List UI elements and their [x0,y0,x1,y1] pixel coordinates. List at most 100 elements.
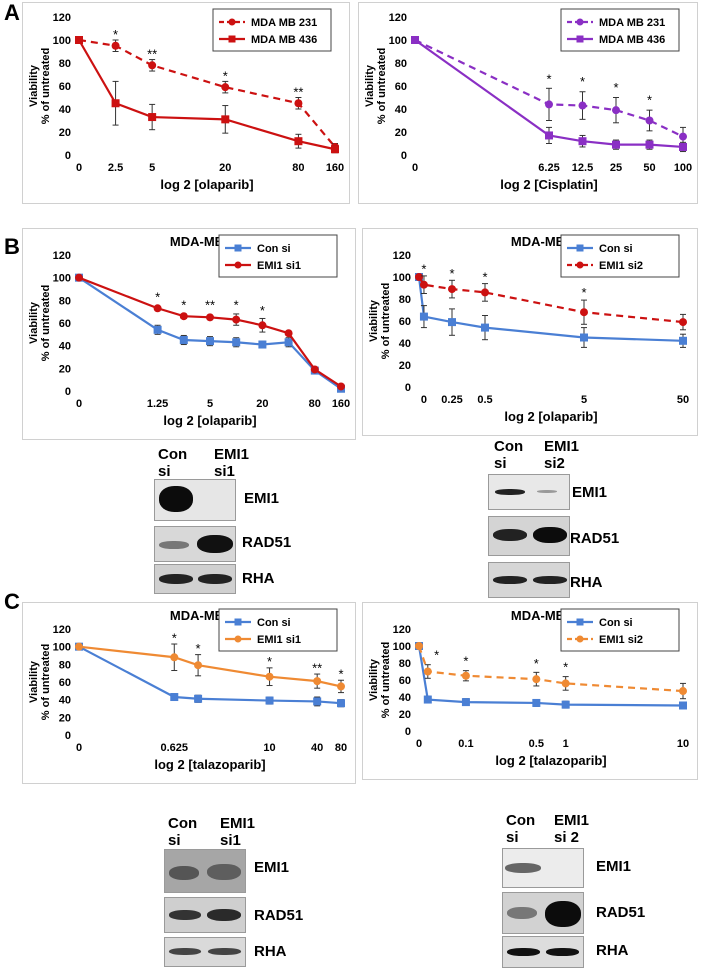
significance-mark: * [563,660,568,675]
y-axis-label: Viability% of untreated [28,48,52,124]
blot-row-emi1: EMI1 [572,484,608,501]
y-tick-label: 40 [395,104,407,116]
legend-label: Con si [599,243,633,255]
y-tick-label: 120 [393,624,411,636]
band [208,948,241,955]
blot-rad51-strip [502,892,584,934]
blot-row-rad51: RAD51 [596,904,646,921]
x-tick-label: 40 [311,742,323,754]
data-point [419,312,428,321]
y-tick-label: 60 [59,318,71,330]
y-tick-label: 20 [59,363,71,375]
blot-emi1-strip [154,479,236,521]
data-point [75,36,83,44]
y-tick-label: 40 [399,338,411,350]
y-tick-label: 60 [59,677,71,689]
x-tick-label: 0 [421,394,427,406]
x-tick-label: 80 [335,742,347,754]
x-tick-label: 1.25 [147,398,168,410]
y-tick-label: 100 [393,641,411,653]
data-point [679,318,687,327]
significance-mark: * [181,297,186,312]
data-point [679,701,687,710]
y-tick-label: 80 [59,295,71,307]
blot-col-con-si: Con si [494,438,524,472]
legend-box [212,8,332,52]
data-point [679,142,687,151]
data-point [461,671,470,680]
series-line [414,39,684,138]
y-tick-label: 20 [59,127,71,139]
y-tick-label: 20 [59,712,71,724]
significance-mark: * [449,266,454,281]
legend-label: MDA MB 231 [599,17,665,29]
x-tick-label: 5 [207,398,213,410]
y-tick-label: 80 [399,658,411,670]
data-point [206,313,214,322]
data-point [258,321,267,330]
y-tick-label: 0 [401,150,407,162]
data-point [337,382,345,391]
data-point [578,137,587,146]
data-point [206,337,214,346]
data-point [561,700,570,709]
significance-mark: * [613,80,618,95]
band [533,527,567,543]
y-tick-label: 80 [59,659,71,671]
data-point [310,365,319,374]
legend-marker [576,618,584,626]
data-point [679,336,687,345]
blot-row-emi1: EMI1 [254,859,290,876]
legend-label: MDA MB 436 [599,34,665,46]
blot-row-rha: RHA [596,942,629,959]
significance-mark: * [260,303,265,318]
legend-label: EMI1 si1 [257,634,301,646]
y-axis-label: Viability% of untreated [28,285,52,361]
blot-rha-strip [488,562,570,598]
x-tick-label: 12.5 [572,162,593,174]
blot-row-emi1: EMI1 [244,490,280,507]
significance-mark: ** [293,84,303,99]
data-point [580,333,588,342]
data-point [265,696,274,705]
data-point [645,140,654,149]
series-line [78,38,336,148]
chart-svg: 0 20 40 60 80 100 120 0 2.5 5 20 80 160 log 2 [olapar… [28,8,344,192]
significance-mark: * [534,656,539,671]
data-point [561,679,570,688]
data-point [179,312,188,321]
western-blot-b-right: Con si EMI1 si2 EMI1 RAD51 RHA [484,436,634,600]
data-point [179,336,188,344]
data-point [580,308,588,317]
blot-col-emi1-si: EMI1 si2 [544,438,580,472]
legend-label: EMI1 si1 [257,260,301,272]
data-point [221,83,230,92]
legend-marker [576,35,584,43]
band [546,948,579,956]
y-tick-label: 120 [53,250,71,262]
chart-c-talazoparib-si1: MDA-MB-436 0 20 40 60 80 100 120 0 0.625 10 40 80 log… [22,602,356,784]
series-line [78,276,342,388]
y-tick-label: 100 [53,642,71,654]
y-tick-label: 20 [399,360,411,372]
y-tick-label: 120 [53,12,71,24]
x-tick-label: 10 [263,742,275,754]
x-tick-label: 0 [76,742,82,754]
band [493,576,527,584]
y-tick-label: 40 [399,692,411,704]
blot-rad51-strip [164,897,246,933]
data-point [419,280,428,289]
legend-label: Con si [599,617,633,629]
significance-mark: * [581,285,586,300]
data-point [578,101,587,110]
y-tick-label: 60 [399,316,411,328]
data-point [415,642,423,650]
significance-mark: * [338,666,343,681]
legend-box [560,8,680,52]
x-axis-label: log 2 [talazoparib] [495,753,606,768]
chart-a-olaparib: 0 20 40 60 80 100 120 0 2.5 5 20 80 160 log 2 [olapar… [22,2,350,204]
band [537,490,557,493]
significance-mark: * [463,654,468,669]
